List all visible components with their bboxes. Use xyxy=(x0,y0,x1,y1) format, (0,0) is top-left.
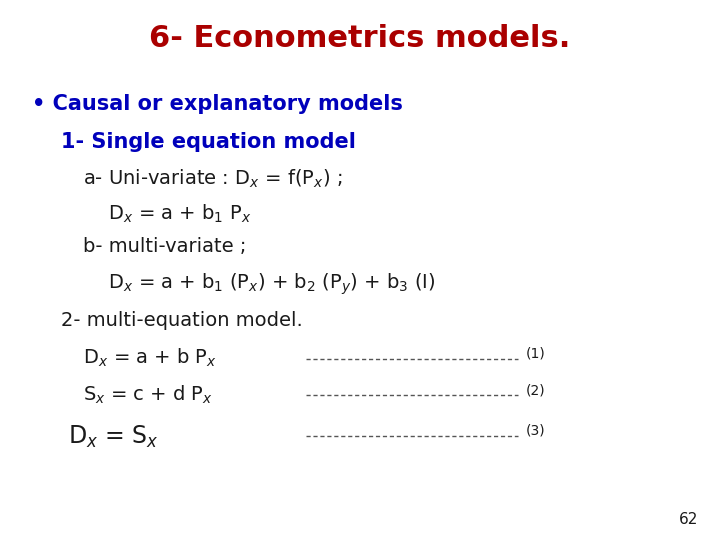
Text: (1): (1) xyxy=(526,347,545,361)
Text: a- Uni-variate : D$_x$ = f(P$_x$) ;: a- Uni-variate : D$_x$ = f(P$_x$) ; xyxy=(83,167,342,190)
Text: 6- Econometrics models.: 6- Econometrics models. xyxy=(149,24,571,53)
Text: D$_x$ = S$_x$: D$_x$ = S$_x$ xyxy=(68,424,159,450)
Text: b- multi-variate ;: b- multi-variate ; xyxy=(83,237,246,255)
Text: D$_x$ = a + b$_1$ P$_x$: D$_x$ = a + b$_1$ P$_x$ xyxy=(108,202,251,225)
Text: 62: 62 xyxy=(679,511,698,526)
Text: S$_x$ = c + d P$_x$: S$_x$ = c + d P$_x$ xyxy=(83,383,213,406)
Text: • Causal or explanatory models: • Causal or explanatory models xyxy=(32,94,403,114)
Text: (3): (3) xyxy=(526,424,545,438)
Text: D$_x$ = a + b$_1$ (P$_x$) + b$_2$ (P$_y$) + b$_3$ (I): D$_x$ = a + b$_1$ (P$_x$) + b$_2$ (P$_y$… xyxy=(108,272,436,297)
Text: 2- multi-equation model.: 2- multi-equation model. xyxy=(61,310,303,329)
Text: 1- Single equation model: 1- Single equation model xyxy=(61,132,356,152)
Text: D$_x$ = a + b P$_x$: D$_x$ = a + b P$_x$ xyxy=(83,347,217,369)
Text: (2): (2) xyxy=(526,383,545,397)
